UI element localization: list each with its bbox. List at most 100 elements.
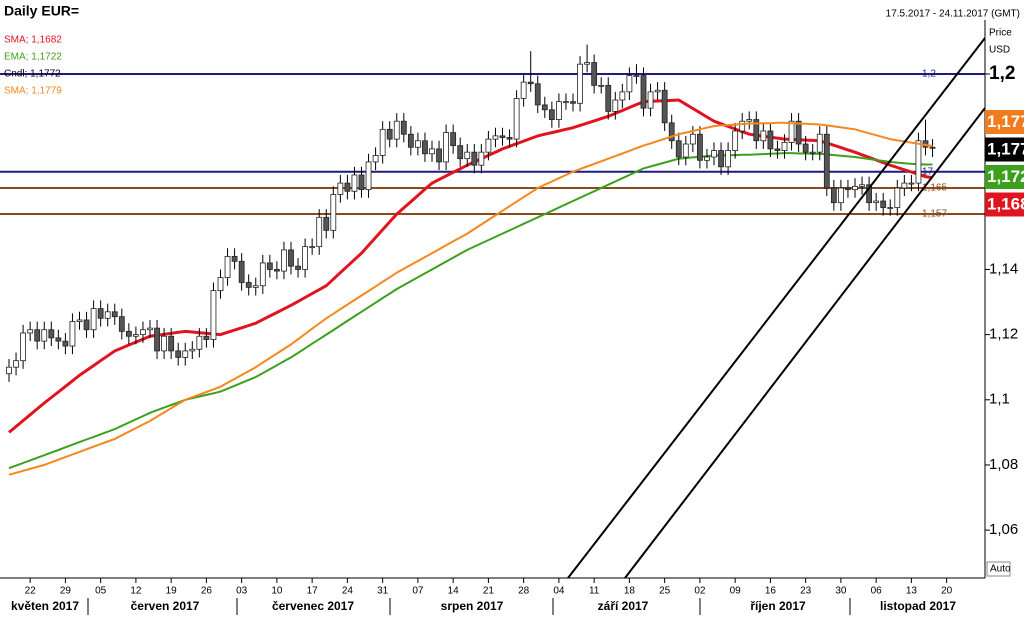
- candle-body: [400, 120, 407, 135]
- candle-body: [161, 335, 168, 352]
- price-badge: [985, 110, 1024, 134]
- candle-body: [838, 187, 844, 204]
- candle-body: [915, 140, 922, 184]
- y-tick-label: 1,14: [989, 260, 1018, 277]
- y-axis-label: Price: [989, 28, 1012, 39]
- candle-body: [273, 269, 280, 272]
- candle-body: [62, 340, 69, 347]
- candle-body: [894, 187, 901, 208]
- x-tick-label: 05: [95, 586, 107, 597]
- candle-body: [760, 130, 767, 142]
- candle-body: [711, 150, 717, 158]
- candle-body: [478, 151, 485, 166]
- candle-body: [69, 321, 76, 347]
- x-tick-label: 30: [835, 586, 847, 597]
- candle-body: [781, 141, 788, 151]
- x-tick-label: 02: [694, 586, 706, 597]
- y-tick-label: 1,06: [989, 521, 1018, 538]
- candle-body: [443, 132, 450, 163]
- plot-area: 1,2 17 1,165 1,157: [0, 44, 985, 476]
- x-tick-label: 16: [765, 586, 777, 597]
- legend-entry: SMA; 1,1682: [4, 35, 62, 46]
- legend-entry: Cndl; 1,1772: [4, 69, 61, 80]
- x-tick-label: 19: [166, 586, 178, 597]
- y-tick-label: 1,2: [989, 63, 1015, 84]
- candle-body: [76, 319, 83, 322]
- candle-body: [168, 335, 175, 352]
- candle-body: [591, 62, 598, 86]
- month-label: září 2017: [598, 599, 649, 613]
- candle-body: [816, 133, 823, 153]
- candle-body: [541, 104, 548, 111]
- candle-body: [344, 182, 351, 192]
- x-tick-label: 10: [271, 586, 283, 597]
- candle-body: [13, 360, 19, 368]
- ma-line: [8, 98, 933, 434]
- candle-body: [90, 308, 97, 331]
- candle-body: [259, 262, 266, 287]
- candle-body: [661, 89, 668, 124]
- candle-body: [908, 182, 915, 185]
- candle-body: [795, 120, 802, 145]
- x-tick-label: 25: [659, 586, 671, 597]
- candle-body: [556, 101, 562, 120]
- candle-body: [386, 128, 393, 140]
- candle-body: [887, 207, 894, 209]
- candle-body: [351, 174, 358, 192]
- price-badge-label: 1,172: [987, 167, 1024, 186]
- level-label: 1,157: [922, 209, 947, 220]
- candle-body: [619, 91, 626, 101]
- candle-body: [563, 101, 569, 104]
- candle-body: [309, 246, 316, 249]
- month-label: srpen 2017: [441, 599, 504, 613]
- candle-body: [330, 194, 337, 231]
- candle-body: [464, 151, 471, 160]
- x-tick-label: 12: [130, 586, 142, 597]
- candle-body: [27, 329, 34, 334]
- candle-body: [189, 348, 196, 352]
- candle-body: [407, 133, 414, 148]
- x-tick-label: 07: [412, 586, 424, 597]
- candle-body: [41, 329, 48, 342]
- candle-body: [859, 184, 865, 187]
- candle-body: [675, 140, 682, 158]
- candle-body: [485, 138, 492, 153]
- candle-body: [436, 148, 442, 163]
- candle-body: [845, 187, 851, 191]
- candle-body: [238, 260, 245, 283]
- candle-body: [111, 311, 118, 318]
- candle-body: [281, 249, 287, 272]
- candle-body: [640, 75, 647, 109]
- candle-body: [852, 185, 858, 191]
- candle-body: [654, 89, 661, 93]
- candle-body: [598, 84, 605, 87]
- x-tick-label: 23: [800, 586, 812, 597]
- candle-body: [746, 119, 753, 122]
- candle-body: [506, 137, 513, 140]
- x-tick-label: 22: [25, 586, 37, 597]
- month-label: říjen 2017: [750, 599, 806, 613]
- candle-body: [866, 184, 872, 204]
- candle-body: [55, 337, 62, 342]
- candle-body: [880, 200, 887, 208]
- candle-body: [739, 120, 746, 132]
- candle-body: [34, 329, 41, 342]
- candle-body: [633, 75, 640, 77]
- trend-line: [624, 107, 985, 578]
- candle-body: [302, 246, 309, 270]
- y-tick-label: 1,1: [989, 391, 1010, 408]
- candle-body: [429, 148, 435, 155]
- auto-label[interactable]: Auto: [990, 564, 1011, 575]
- auto-button[interactable]: [986, 561, 1011, 577]
- candle-body: [548, 109, 555, 120]
- candle-body: [252, 285, 259, 288]
- candle-body: [316, 216, 323, 248]
- candle-body: [118, 316, 125, 332]
- candle-body: [422, 140, 428, 155]
- candle-body: [704, 156, 710, 161]
- candle-body: [647, 91, 654, 109]
- candle-body: [457, 145, 464, 160]
- month-label: listopad 2017: [880, 599, 956, 613]
- month-label: květen 2017: [11, 599, 79, 613]
